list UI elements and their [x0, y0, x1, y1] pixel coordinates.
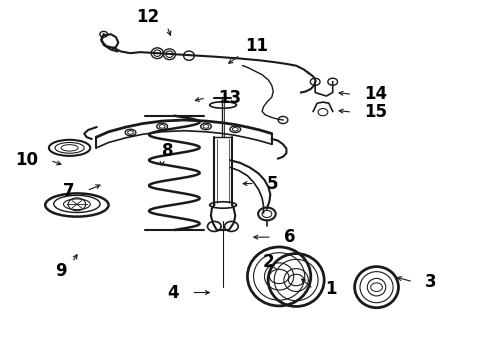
- Text: 8: 8: [162, 143, 173, 161]
- Text: 7: 7: [63, 182, 74, 200]
- Text: 11: 11: [245, 37, 268, 55]
- Text: 13: 13: [218, 89, 242, 107]
- Text: 3: 3: [425, 273, 437, 291]
- Text: 4: 4: [168, 284, 179, 302]
- Text: 2: 2: [263, 253, 274, 271]
- Text: 6: 6: [284, 228, 295, 246]
- Text: 10: 10: [15, 151, 38, 169]
- Text: 5: 5: [267, 175, 278, 193]
- Text: 1: 1: [325, 280, 337, 298]
- Text: 14: 14: [365, 85, 388, 103]
- Text: 15: 15: [365, 103, 388, 121]
- Text: 12: 12: [137, 9, 160, 27]
- Text: 9: 9: [55, 262, 67, 280]
